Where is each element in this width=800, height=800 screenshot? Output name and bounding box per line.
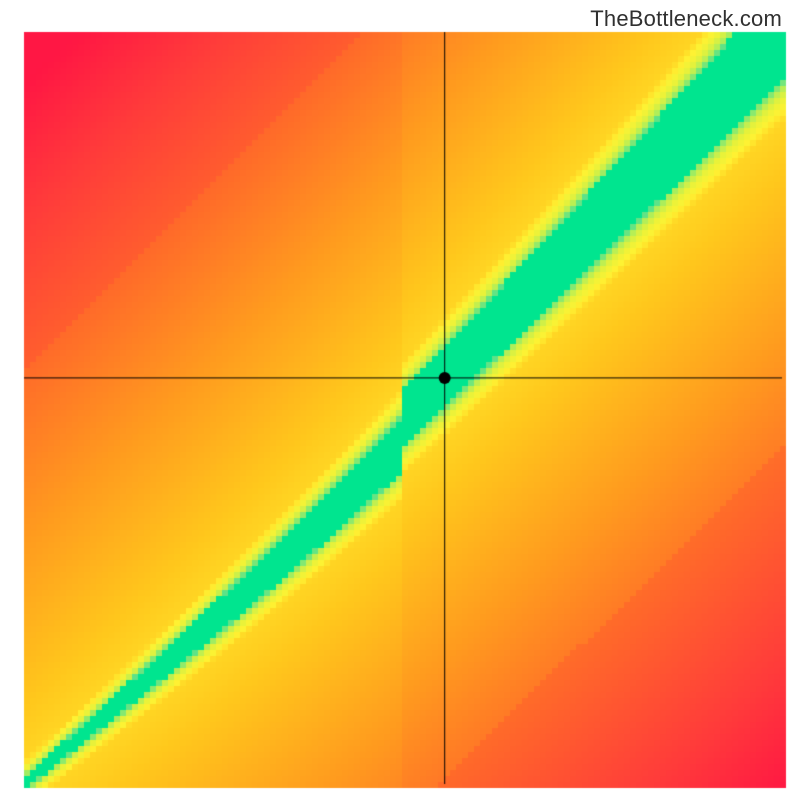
heatmap-canvas — [0, 0, 800, 800]
chart-container: TheBottleneck.com — [0, 0, 800, 800]
watermark-text: TheBottleneck.com — [590, 6, 782, 32]
